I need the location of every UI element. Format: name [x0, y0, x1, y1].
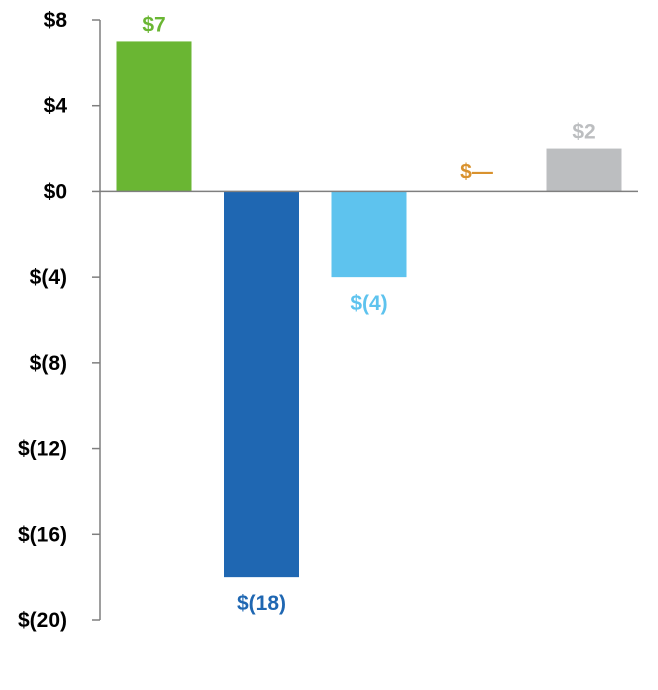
- data-label: $(4): [350, 292, 387, 315]
- data-label: $(18): [237, 592, 286, 615]
- y-tick-label: $0: [44, 180, 67, 203]
- data-label: $7: [142, 13, 165, 36]
- bar: [116, 41, 192, 192]
- y-tick-label: $(12): [18, 438, 67, 461]
- data-label: $2: [572, 121, 595, 144]
- bar: [224, 191, 299, 578]
- y-tick-label: $8: [44, 9, 68, 32]
- bars: [116, 41, 622, 578]
- y-tick-label: $(4): [30, 266, 67, 289]
- y-tick-label: $(8): [30, 352, 67, 375]
- data-labels: $7 $(18) $(4) $— $2: [142, 13, 595, 615]
- bar: [331, 191, 407, 278]
- data-label: $—: [460, 160, 493, 183]
- y-axis-ticks: $8 $4 $0 $(4) $(8) $(12) $(16) $(20): [18, 9, 100, 632]
- y-tick-label: $4: [44, 95, 68, 118]
- y-tick-label: $(16): [18, 523, 67, 546]
- bar: [546, 148, 622, 192]
- y-tick-label: $(20): [18, 609, 67, 632]
